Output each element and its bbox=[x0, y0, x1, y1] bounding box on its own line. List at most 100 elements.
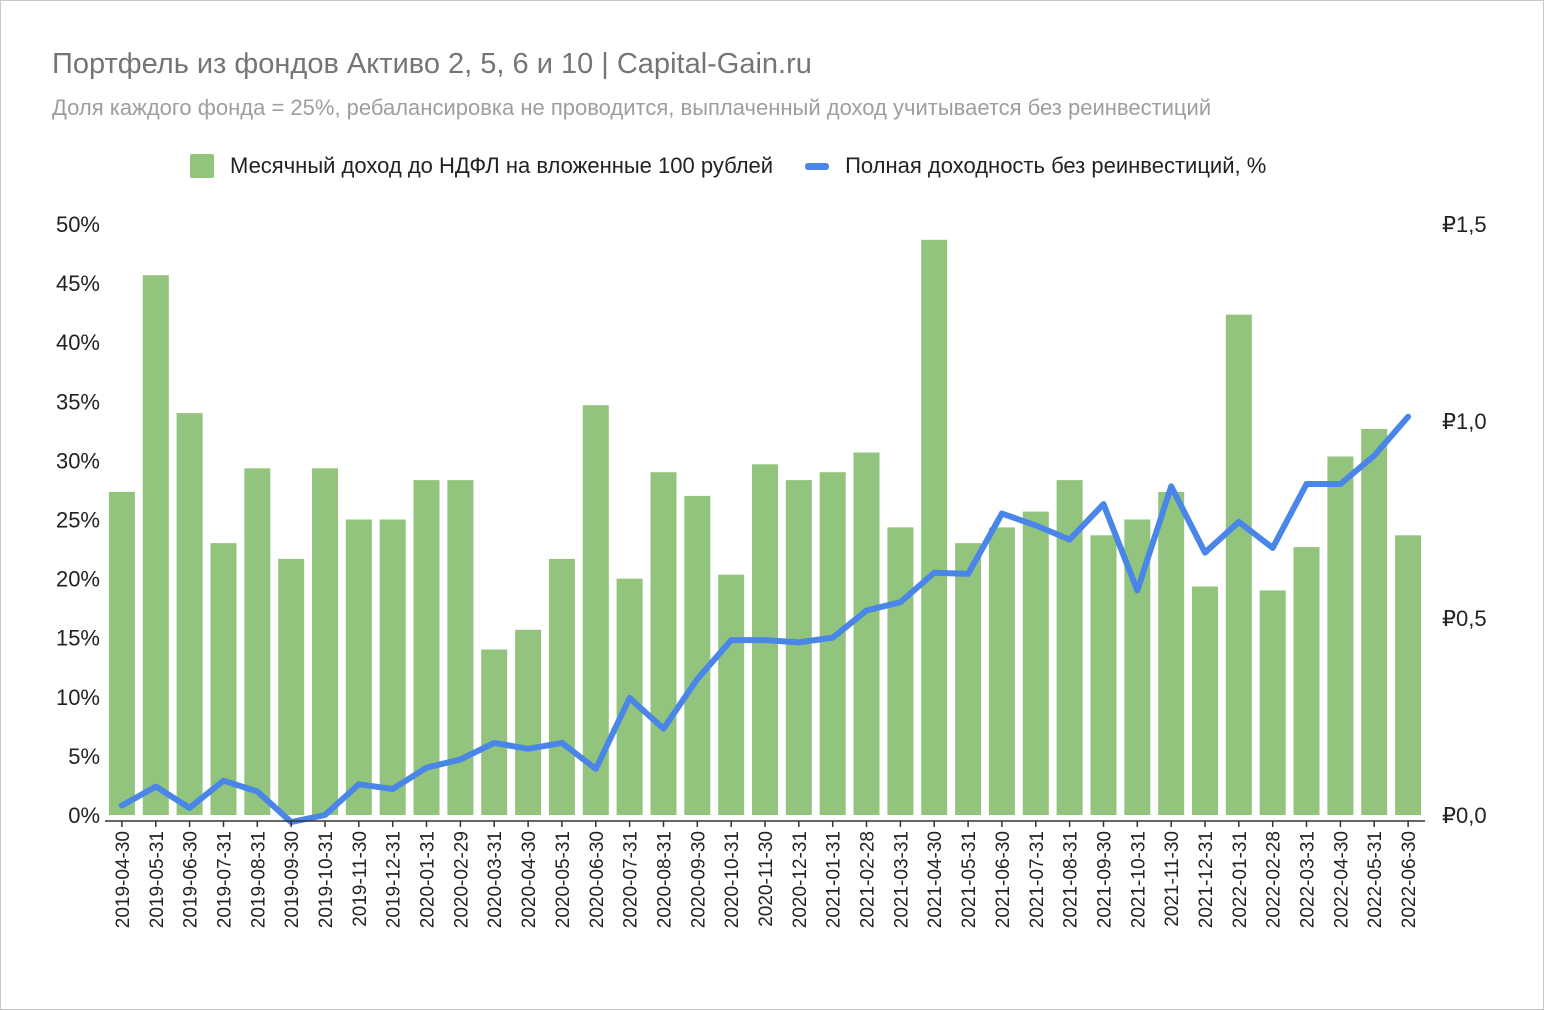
x-tick-label: 2020-03-31 bbox=[485, 831, 506, 928]
legend-swatch-return bbox=[805, 162, 830, 170]
x-tick-label: 2021-12-31 bbox=[1196, 831, 1217, 928]
y-left-tick-label: 30% bbox=[56, 448, 100, 473]
bar-2019-08-31 bbox=[244, 468, 271, 815]
bar-2020-12-31 bbox=[785, 480, 812, 815]
x-tick-label: 2020-09-30 bbox=[688, 831, 709, 928]
bar-2021-01-31 bbox=[819, 472, 846, 815]
bar-2019-06-30 bbox=[176, 413, 203, 815]
y-left-tick-label: 40% bbox=[56, 330, 100, 355]
legend-label-income: Месячный доход до НДФЛ на вложенные 100 … bbox=[230, 153, 774, 178]
x-tick-label: 2020-05-31 bbox=[553, 831, 574, 928]
bar-2019-09-30 bbox=[278, 558, 305, 815]
y-right-tick-label: ₽0,0 bbox=[1442, 803, 1487, 828]
bar-2020-09-30 bbox=[684, 495, 711, 815]
bar-2019-05-31 bbox=[142, 275, 169, 815]
x-tick-label: 2020-12-31 bbox=[790, 831, 811, 928]
bar-2021-12-31 bbox=[1192, 586, 1218, 815]
bar-2021-04-30 bbox=[921, 239, 948, 816]
legend-label-return: Полная доходность без реинвестиций, % bbox=[845, 153, 1267, 178]
bar-2022-05-31 bbox=[1361, 428, 1388, 815]
x-tick-label: 2021-03-31 bbox=[891, 831, 912, 928]
y-left-tick-label: 20% bbox=[56, 567, 100, 592]
x-tick-label: 2019-09-30 bbox=[282, 831, 303, 928]
bar-2022-03-31 bbox=[1293, 547, 1320, 815]
bar-2020-08-31 bbox=[650, 472, 677, 815]
x-tick-label: 2021-06-30 bbox=[993, 831, 1014, 928]
bar-2022-04-30 bbox=[1327, 456, 1354, 815]
bar-2020-03-31 bbox=[481, 649, 508, 815]
x-tick-label: 2020-01-31 bbox=[418, 831, 439, 928]
bar-2021-09-30 bbox=[1090, 535, 1117, 815]
y-right-tick-label: ₽1,0 bbox=[1442, 409, 1487, 434]
x-tick-label: 2022-01-31 bbox=[1230, 831, 1251, 928]
bars-layer bbox=[108, 239, 1422, 816]
bar-2021-07-31 bbox=[1022, 511, 1049, 815]
x-tick-label: 2019-05-31 bbox=[147, 831, 168, 928]
y-right-tick-label: ₽1,5 bbox=[1442, 212, 1487, 237]
chart-subtitle: Доля каждого фонда = 25%, ребалансировка… bbox=[52, 95, 1212, 120]
bar-2021-03-31 bbox=[887, 527, 914, 815]
x-tick-label: 2020-04-30 bbox=[519, 831, 540, 928]
chart-legend: Месячный доход до НДФЛ на вложенные 100 … bbox=[190, 150, 1298, 182]
bar-2021-11-30 bbox=[1158, 491, 1185, 815]
x-tick-label: 2019-04-30 bbox=[113, 831, 134, 928]
x-tick-label: 2021-08-31 bbox=[1061, 831, 1082, 928]
x-tick-label: 2022-03-31 bbox=[1298, 831, 1319, 928]
y-axis-left: 0% 5% 10% 15% 20% 25% 30% 35% 40% 45% 50% bbox=[56, 212, 100, 828]
x-tick-label: 2020-10-31 bbox=[722, 831, 743, 928]
x-tick-label: 2020-11-30 bbox=[756, 831, 777, 927]
bar-2020-04-30 bbox=[515, 629, 542, 815]
y-left-tick-label: 5% bbox=[68, 744, 100, 769]
y-left-tick-label: 0% bbox=[68, 803, 100, 828]
bar-2020-10-31 bbox=[718, 574, 745, 815]
bar-2019-10-31 bbox=[312, 468, 338, 815]
chart-title: Портфель из фондов Активо 2, 5, 6 и 10 |… bbox=[52, 48, 812, 80]
x-tick-label: 2020-02-29 bbox=[451, 831, 472, 928]
x-tick-label: 2019-07-31 bbox=[215, 831, 236, 928]
bar-2020-05-31 bbox=[548, 558, 575, 815]
bar-2019-11-30 bbox=[345, 519, 372, 815]
y-left-tick-label: 25% bbox=[56, 508, 100, 533]
bar-2022-01-31 bbox=[1225, 314, 1252, 815]
x-tick-label: 2022-04-30 bbox=[1331, 831, 1352, 928]
x-axis: 2019-04-30 2019-05-31 2019-06-30 2019-07-31… bbox=[105, 820, 1425, 928]
x-tick-label: 2020-07-31 bbox=[621, 831, 642, 928]
y-axis-right: ₽0,0 ₽0,5 ₽1,0 ₽1,5 bbox=[1442, 212, 1487, 828]
legend-item-income: Месячный доход до НДФЛ на вложенные 100 … bbox=[190, 153, 773, 179]
legend-swatch-income bbox=[190, 154, 214, 178]
y-left-tick-label: 45% bbox=[56, 271, 100, 296]
legend-item-return: Полная доходность без реинвестиций, % bbox=[805, 153, 1266, 179]
x-tick-label: 2020-06-30 bbox=[587, 831, 608, 928]
x-tick-label: 2021-01-31 bbox=[824, 831, 845, 928]
x-tick-label: 2020-08-31 bbox=[655, 831, 676, 928]
x-tick-label: 2021-11-30 bbox=[1162, 831, 1183, 927]
x-tick-label: 2019-11-30 bbox=[350, 831, 371, 927]
x-tick-label: 2022-02-28 bbox=[1264, 831, 1285, 928]
x-tick-label: 2019-10-31 bbox=[316, 831, 337, 928]
x-tick-label: 2021-09-30 bbox=[1095, 831, 1116, 928]
x-tick-label: 2019-12-31 bbox=[384, 831, 405, 928]
y-left-tick-label: 35% bbox=[56, 389, 100, 414]
bar-2019-12-31 bbox=[379, 519, 406, 815]
bar-2019-04-30 bbox=[108, 491, 135, 815]
bar-2019-07-31 bbox=[210, 543, 237, 815]
x-tick-label: 2019-06-30 bbox=[181, 831, 202, 928]
bar-2022-06-30 bbox=[1395, 535, 1422, 815]
x-tick-label: 2022-06-30 bbox=[1399, 831, 1420, 928]
bar-2022-02-28 bbox=[1259, 590, 1286, 815]
x-tick-label: 2021-10-31 bbox=[1128, 831, 1149, 928]
y-left-tick-label: 10% bbox=[56, 685, 100, 710]
x-tick-label: 2022-05-31 bbox=[1365, 831, 1386, 928]
bar-2021-06-30 bbox=[988, 527, 1015, 815]
x-tick-label: 2021-04-30 bbox=[925, 831, 946, 928]
y-left-tick-label: 15% bbox=[56, 626, 100, 651]
bar-2020-01-31 bbox=[413, 480, 440, 815]
bar-2021-02-28 bbox=[853, 452, 880, 815]
x-tick-label: 2021-07-31 bbox=[1027, 831, 1048, 928]
y-left-tick-label: 50% bbox=[56, 212, 100, 237]
x-tick-label: 2021-02-28 bbox=[858, 831, 879, 928]
x-tick-label: 2021-05-31 bbox=[959, 831, 980, 928]
bar-2021-05-31 bbox=[955, 543, 982, 815]
bar-2020-02-29 bbox=[447, 480, 474, 815]
